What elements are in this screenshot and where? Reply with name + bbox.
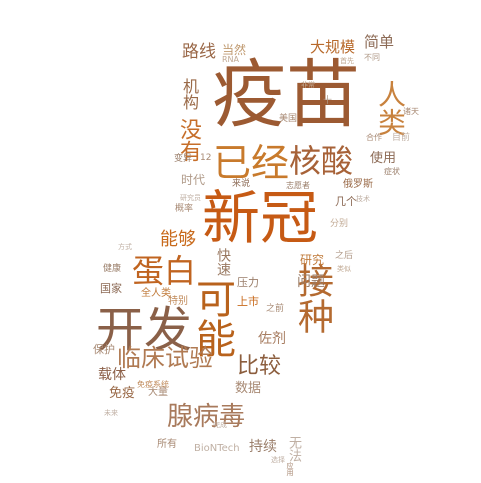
cloud-word: 问题 (297, 274, 325, 290)
cloud-word: 健康 (103, 264, 122, 274)
cloud-word: 压力 (237, 276, 259, 289)
cloud-word: 特别 (168, 296, 188, 307)
cloud-word: BioNTech (194, 443, 240, 454)
cloud-word: 志愿者 (286, 181, 310, 190)
cloud-word: 国家 (100, 282, 122, 295)
cloud-word: 路线 (182, 42, 216, 62)
cloud-word: RNA (222, 55, 240, 64)
cloud-word: 美国 (279, 114, 298, 124)
cloud-word: 目前 (392, 133, 411, 143)
cloud-word: 全人类 (141, 288, 171, 299)
cloud-word: 诸天 (403, 107, 419, 116)
cloud-word: 分别 (330, 219, 349, 229)
cloud-word: 简单 (364, 33, 395, 51)
cloud-word: 来说 (232, 179, 251, 189)
cloud-word: 时代 (181, 173, 206, 187)
cloud-word: 腺病毒 (167, 402, 246, 432)
cloud-word: 未来 (104, 409, 118, 417)
cloud-word: 数据 (235, 381, 262, 396)
cloud-word: 免疫系统 (137, 380, 169, 389)
cloud-word: 没有 (176, 118, 201, 162)
cloud-word: 快速 (215, 248, 231, 276)
cloud-word: 新冠 (202, 184, 319, 252)
cloud-word: 上市 (237, 295, 259, 308)
cloud-word: 机构 (180, 78, 199, 110)
cloud-word: 研究员 (180, 194, 201, 202)
cloud-word: 蛋白 (132, 252, 197, 290)
cloud-word: 可能 (189, 278, 235, 358)
cloud-word: 之后 (335, 251, 354, 261)
cloud-word: 俄罗斯 (343, 179, 373, 190)
cloud-word: 非常 (301, 81, 315, 89)
cloud-word: 技术 (356, 195, 370, 203)
cloud-word: 大规模 (310, 38, 356, 56)
cloud-word: 临床试验 (117, 344, 213, 372)
cloud-word: 几个 (335, 195, 357, 208)
cloud-word: 疫苗 (212, 52, 360, 138)
cloud-word: 免疫 (109, 386, 136, 401)
cloud-word: 人类 (374, 80, 407, 136)
cloud-word: 方式 (118, 243, 132, 251)
cloud-word: 不同 (364, 53, 380, 62)
cloud-word: 持续 (249, 439, 277, 455)
cloud-word: 能够 (160, 229, 196, 250)
cloud-word: 变异 (174, 154, 193, 164)
cloud-word: 大量 (148, 387, 168, 398)
cloud-word: 合作 (366, 133, 382, 142)
cloud-word: 已经 (213, 141, 290, 185)
cloud-word: 保护 (93, 343, 115, 356)
cloud-word: 应用 (286, 462, 294, 476)
cloud-word: 之前 (266, 304, 285, 314)
cloud-word: 载体 (98, 367, 126, 383)
cloud-word: 研究 (300, 253, 325, 267)
cloud-word: 接种 (292, 262, 333, 334)
cloud-word: 概率 (175, 204, 194, 214)
cloud-word: 类似 (337, 265, 351, 273)
cloud-word: 十 (323, 96, 333, 106)
cloud-word: 选择 (271, 456, 285, 464)
cloud-word: 完成 (213, 421, 227, 429)
cloud-word: 当然 (222, 43, 247, 57)
cloud-word: 12 (200, 153, 212, 163)
cloud-word: 无法 (286, 436, 301, 462)
cloud-word: 佐剂 (258, 331, 286, 347)
cloud-word: 开发 (96, 302, 193, 358)
cloud-word: 所有 (157, 439, 177, 450)
cloud-word: 首先 (340, 57, 354, 65)
cloud-word: 比较 (237, 354, 282, 379)
cloud-word: 使用 (370, 151, 397, 166)
cloud-word: 核酸 (289, 142, 354, 180)
cloud-word: 症状 (384, 167, 400, 176)
